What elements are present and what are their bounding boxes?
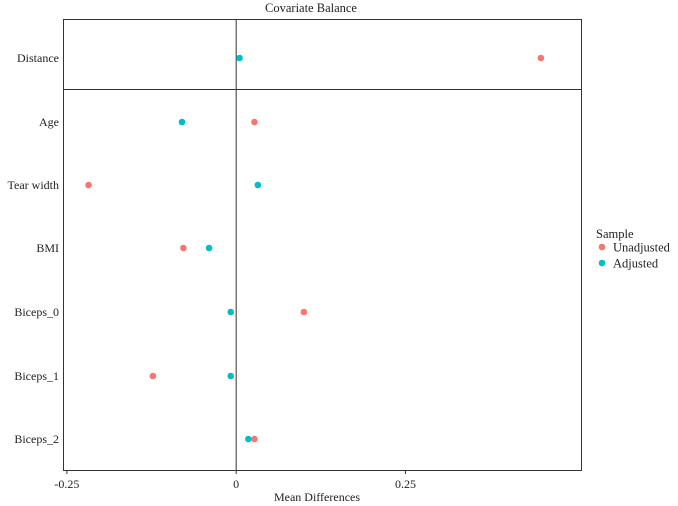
adjusted-point-tear-width (254, 181, 262, 189)
x-tick-label: -0.25 (54, 477, 79, 491)
legend-marker-adjusted (598, 259, 606, 267)
y-label-biceps-0: Biceps_0 (14, 305, 59, 319)
x-tick-label: 0 (233, 477, 239, 491)
legend-marker-unadjusted (598, 243, 606, 251)
y-label-biceps-1: Biceps_1 (14, 369, 59, 383)
y-label-bmi: BMI (36, 241, 59, 255)
y-label-biceps-2: Biceps_2 (14, 432, 59, 446)
adjusted-point-bmi (205, 244, 213, 252)
legend-label-unadjusted: Unadjusted (613, 241, 671, 255)
y-label-tear-width: Tear width (8, 178, 59, 192)
x-axis-label: Mean Differences (274, 490, 360, 504)
unadjusted-point-age (251, 118, 258, 126)
unadjusted-point-distance (537, 54, 545, 62)
adjusted-point-biceps-1 (227, 372, 235, 380)
legend-items: Unadjusted Adjusted (598, 241, 671, 271)
adjusted-point-age (178, 118, 186, 126)
plot-panel-border (63, 19, 582, 471)
y-axis-labels: Distance Age Tear width BMI Biceps_0 Biceps_1… (8, 51, 59, 446)
adjusted-point-distance (236, 54, 243, 62)
data-points (85, 54, 545, 443)
unadjusted-point-biceps-1 (149, 372, 157, 380)
adjusted-point-biceps-0 (227, 308, 235, 316)
unadjusted-point-biceps-2 (251, 435, 258, 443)
legend: Sample Unadjusted Adjusted (596, 227, 671, 271)
legend-title: Sample (596, 227, 634, 241)
legend-label-adjusted: Adjusted (613, 257, 659, 271)
y-label-age: Age (39, 115, 59, 129)
unadjusted-point-bmi (180, 244, 187, 252)
chart-title: Covariate Balance (265, 1, 357, 15)
adjusted-point-biceps-2 (245, 435, 252, 443)
unadjusted-point-biceps-0 (300, 308, 308, 316)
x-tick-label: 0.25 (395, 477, 416, 491)
unadjusted-point-tear-width (85, 181, 92, 189)
x-axis-ticks: -0.25 0 0.25 (54, 470, 416, 491)
y-label-distance: Distance (17, 51, 59, 65)
